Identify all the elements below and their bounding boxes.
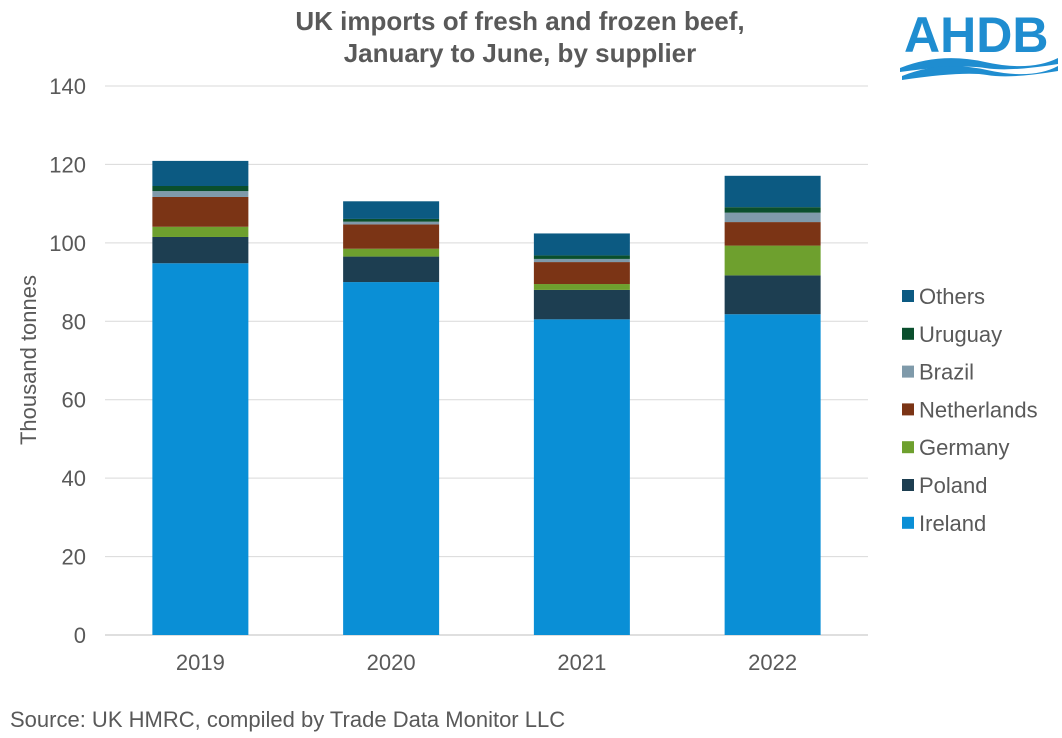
y-axis-ticks: 0 20 40 60 80 100 120 140 — [49, 74, 86, 648]
legend-label-poland: Poland — [919, 473, 988, 498]
bar-segment-germany-2022 — [724, 245, 821, 276]
bars — [152, 160, 821, 635]
bar-segment-brazil-2021 — [533, 258, 630, 263]
bar-segment-ireland-2020 — [343, 282, 440, 635]
bar-segment-others-2021 — [533, 233, 630, 256]
y-tick-label: 60 — [62, 388, 86, 413]
source-note: Source: UK HMRC, compiled by Trade Data … — [10, 707, 565, 732]
legend-swatch-poland — [902, 479, 914, 491]
bar-segment-others-2019 — [152, 160, 249, 186]
bar-segment-uruguay-2022 — [724, 207, 821, 213]
legend-swatch-others — [902, 290, 914, 302]
bar-segment-poland-2019 — [152, 236, 249, 264]
bar-segment-brazil-2022 — [724, 212, 821, 223]
y-tick-label: 100 — [49, 231, 86, 256]
legend-swatch-uruguay — [902, 327, 914, 340]
legend-label-netherlands: Netherlands — [919, 397, 1038, 422]
legend-label-germany: Germany — [919, 435, 1009, 460]
y-tick-label: 20 — [62, 545, 86, 570]
bar-segment-netherlands-2019 — [152, 196, 249, 227]
legend-label-uruguay: Uruguay — [919, 322, 1002, 347]
bar-segment-netherlands-2020 — [343, 224, 440, 249]
chart-title-line-2: January to June, by supplier — [344, 38, 697, 68]
x-tick-label: 2022 — [748, 650, 797, 675]
bar-segment-poland-2021 — [533, 289, 630, 320]
bar-segment-germany-2021 — [533, 284, 630, 290]
legend: Others Uruguay Brazil Netherlands Germany Pol… — [902, 284, 1038, 536]
bar-segment-brazil-2019 — [152, 191, 249, 197]
bar-segment-ireland-2019 — [152, 263, 249, 635]
x-tick-label: 2021 — [557, 650, 606, 675]
x-tick-label: 2020 — [367, 650, 416, 675]
bar-segment-ireland-2022 — [724, 314, 821, 635]
y-tick-label: 0 — [74, 623, 86, 648]
legend-swatch-ireland — [902, 516, 914, 529]
y-axis-title: Thousand tonnes — [16, 275, 41, 445]
legend-swatch-brazil — [902, 365, 914, 378]
ahdb-logo: AHDB — [900, 7, 1058, 80]
bar-segment-netherlands-2021 — [533, 262, 630, 285]
logo-wave-1 — [900, 58, 1058, 72]
y-tick-label: 140 — [49, 74, 86, 99]
y-tick-label: 120 — [49, 152, 86, 177]
bar-segment-uruguay-2020 — [343, 218, 440, 222]
bar-segment-netherlands-2022 — [724, 222, 821, 246]
bar-segment-germany-2019 — [152, 226, 249, 237]
bar-segment-poland-2022 — [724, 275, 821, 315]
y-tick-label: 80 — [62, 309, 86, 334]
legend-label-ireland: Ireland — [919, 511, 986, 536]
bar-segment-uruguay-2019 — [152, 185, 249, 192]
legend-swatch-germany — [902, 441, 914, 454]
x-tick-label: 2019 — [176, 650, 225, 675]
legend-swatch-netherlands — [902, 403, 914, 416]
y-tick-label: 40 — [62, 466, 86, 491]
legend-label-others: Others — [919, 284, 985, 309]
bar-segment-others-2020 — [343, 201, 440, 219]
chart-title-line-1: UK imports of fresh and frozen beef, — [295, 6, 744, 36]
bar-segment-poland-2020 — [343, 256, 440, 283]
legend-label-brazil: Brazil — [919, 360, 974, 385]
logo-text: AHDB — [904, 7, 1048, 63]
bar-segment-uruguay-2021 — [533, 255, 630, 259]
bar-segment-others-2022 — [724, 175, 821, 208]
logo-wave-2 — [902, 66, 1058, 80]
bar-segment-germany-2020 — [343, 248, 440, 257]
bar-segment-ireland-2021 — [533, 319, 630, 635]
x-axis-ticks: 2019 2020 2021 2022 — [176, 650, 797, 675]
bar-segment-brazil-2020 — [343, 221, 440, 225]
